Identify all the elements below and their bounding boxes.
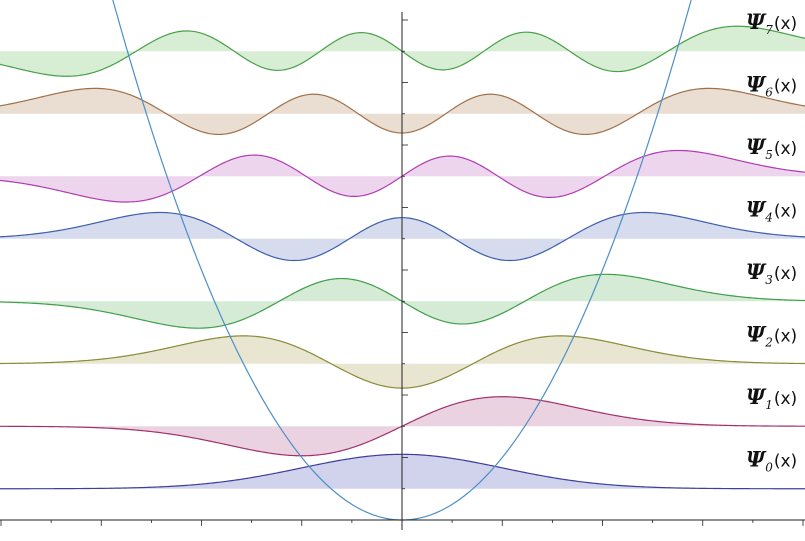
psi3-label: Ψ3(x) <box>746 259 797 287</box>
labels-layer: Ψ0(x) Ψ1(x) Ψ2(x) Ψ3(x) Ψ4(x) Ψ5(x) Ψ6(x) Ψ7(x) <box>746 9 797 475</box>
axes-layer <box>0 12 805 530</box>
psi7-label: Ψ7(x) <box>746 9 797 37</box>
psi1-label: Ψ1(x) <box>746 384 797 412</box>
psi2-fill <box>0 335 805 389</box>
psi6-fill <box>0 88 805 135</box>
psi5-label: Ψ5(x) <box>746 134 797 162</box>
psi4-label: Ψ4(x) <box>746 197 797 225</box>
psi6-label: Ψ6(x) <box>746 72 797 100</box>
psi0-label: Ψ0(x) <box>746 447 797 475</box>
psi2-label: Ψ2(x) <box>746 322 797 350</box>
